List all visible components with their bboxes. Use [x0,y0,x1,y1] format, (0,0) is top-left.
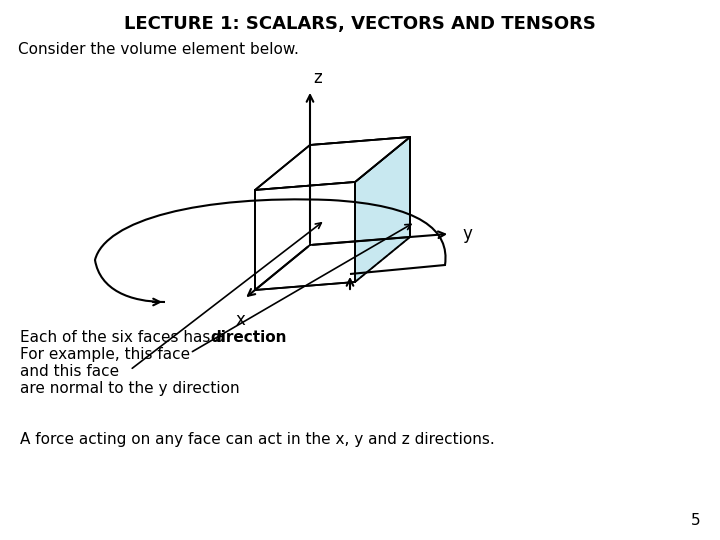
Text: x: x [235,311,245,329]
Polygon shape [355,137,410,282]
Text: y: y [462,225,472,243]
Text: A force acting on any face can act in the x, y and z directions.: A force acting on any face can act in th… [20,432,495,447]
Text: 5: 5 [690,513,700,528]
Text: LECTURE 1: SCALARS, VECTORS AND TENSORS: LECTURE 1: SCALARS, VECTORS AND TENSORS [124,15,596,33]
Text: are normal to the y direction: are normal to the y direction [20,381,240,396]
Polygon shape [255,137,410,190]
Text: Consider the volume element below.: Consider the volume element below. [18,42,299,57]
Polygon shape [255,182,355,290]
Polygon shape [310,137,410,245]
Text: For example, this face: For example, this face [20,347,190,362]
Text: Each of the six faces has a: Each of the six faces has a [20,330,230,345]
Text: .: . [275,330,280,345]
Text: z: z [313,69,322,87]
Text: direction: direction [210,330,287,345]
Text: and this face: and this face [20,364,119,379]
